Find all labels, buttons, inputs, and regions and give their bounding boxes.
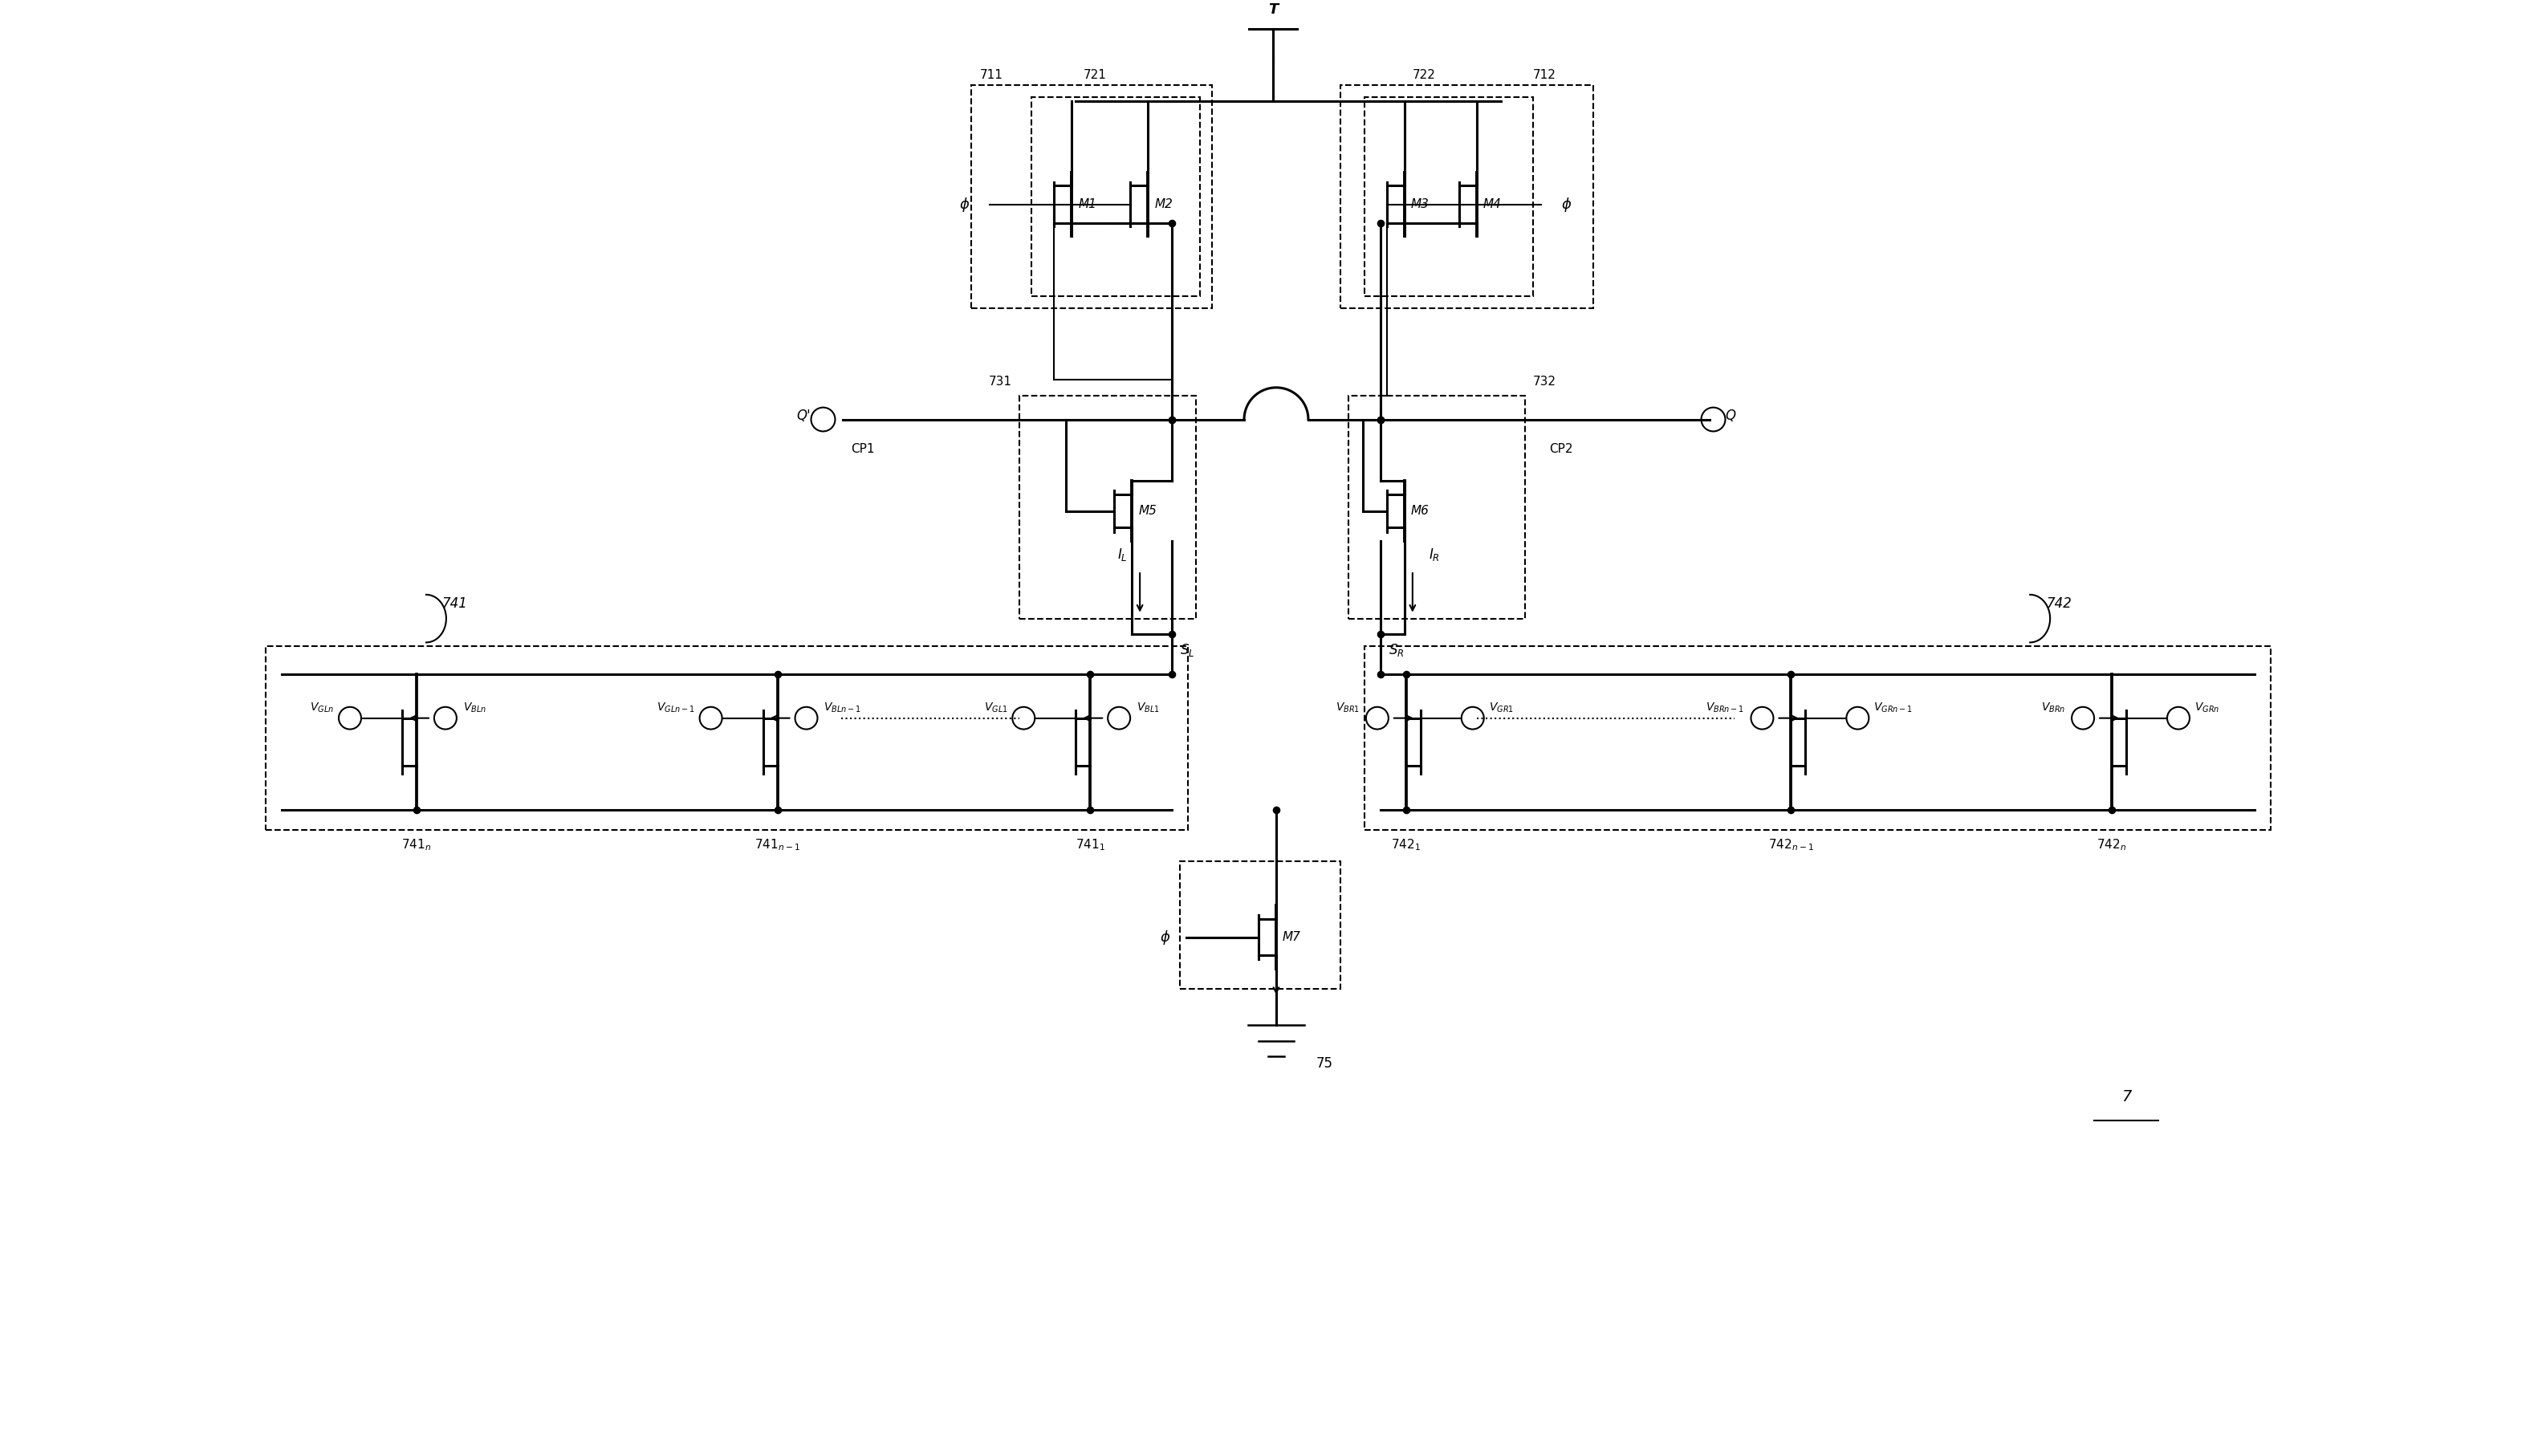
Text: $741_{n-1}$: $741_{n-1}$	[754, 837, 799, 853]
Text: 722: 722	[1413, 68, 1436, 82]
Text: 75: 75	[1316, 1057, 1334, 1072]
Text: $V_{GL1}$: $V_{GL1}$	[983, 700, 1008, 713]
Text: 721: 721	[1085, 68, 1108, 82]
Text: $741_n$: $741_n$	[402, 837, 430, 853]
Text: $742_{n-1}$: $742_{n-1}$	[1769, 837, 1813, 853]
Bar	[265, 646, 1189, 830]
Point	[1360, 408, 1400, 431]
Point	[2090, 798, 2131, 821]
Text: $S_L$: $S_L$	[1179, 642, 1194, 658]
Bar	[1018, 396, 1197, 619]
Text: $742_1$: $742_1$	[1390, 837, 1421, 853]
Text: T: T	[1268, 3, 1278, 17]
Text: $V_{GRn}$: $V_{GRn}$	[2195, 700, 2220, 713]
Text: M2: M2	[1153, 198, 1174, 210]
Text: M3: M3	[1410, 198, 1428, 210]
Text: $V_{BRn-1}$: $V_{BRn-1}$	[1706, 700, 1744, 713]
Point	[1151, 211, 1192, 234]
Text: Q': Q'	[797, 408, 812, 422]
Text: CP2: CP2	[1548, 443, 1573, 456]
Text: $S_R$: $S_R$	[1388, 642, 1405, 658]
Text: 731: 731	[988, 376, 1011, 387]
Text: $V_{BLn-1}$: $V_{BLn-1}$	[825, 700, 861, 713]
Text: $742_n$: $742_n$	[2098, 837, 2126, 853]
Text: $\phi$: $\phi$	[960, 195, 970, 213]
Text: $V_{BR1}$: $V_{BR1}$	[1337, 700, 1360, 713]
Point	[1769, 662, 1810, 686]
Text: CP1: CP1	[850, 443, 876, 456]
Bar	[1365, 646, 2271, 830]
Point	[1360, 623, 1400, 646]
Text: $V_{GR1}$: $V_{GR1}$	[1489, 700, 1515, 713]
Text: 7: 7	[2121, 1089, 2131, 1104]
Text: $V_{GLn}$: $V_{GLn}$	[311, 700, 334, 713]
Point	[1360, 211, 1400, 234]
Text: 712: 712	[1533, 68, 1556, 82]
Text: $V_{BRn}$: $V_{BRn}$	[2042, 700, 2065, 713]
Point	[1360, 408, 1400, 431]
Point	[1151, 662, 1192, 686]
Bar	[1179, 862, 1339, 989]
Point	[397, 798, 438, 821]
Text: $741_1$: $741_1$	[1074, 837, 1105, 853]
Point	[1151, 408, 1192, 431]
Point	[1385, 662, 1426, 686]
Text: Q: Q	[1726, 408, 1736, 422]
Text: M6: M6	[1410, 505, 1428, 517]
Text: $V_{GRn-1}$: $V_{GRn-1}$	[1874, 700, 1912, 713]
Bar	[1349, 396, 1525, 619]
Text: M1: M1	[1077, 198, 1097, 210]
Text: 732: 732	[1533, 376, 1556, 387]
Text: 742: 742	[2047, 596, 2072, 610]
Bar	[1365, 96, 1533, 296]
Point	[1360, 662, 1400, 686]
Text: M7: M7	[1283, 932, 1301, 943]
Point	[1769, 798, 1810, 821]
Bar	[1031, 96, 1199, 296]
Text: $I_R$: $I_R$	[1428, 547, 1438, 563]
Point	[1151, 408, 1192, 431]
Text: $V_{GLn-1}$: $V_{GLn-1}$	[657, 700, 695, 713]
Point	[756, 662, 797, 686]
Text: $V_{BL1}$: $V_{BL1}$	[1136, 700, 1161, 713]
Text: $V_{BLn}$: $V_{BLn}$	[463, 700, 486, 713]
Point	[1385, 798, 1426, 821]
Text: 741: 741	[443, 596, 468, 610]
Point	[1069, 798, 1110, 821]
Text: M5: M5	[1138, 505, 1156, 517]
Text: $I_L$: $I_L$	[1118, 547, 1128, 563]
Text: $\phi$: $\phi$	[1561, 195, 1571, 213]
Bar	[973, 84, 1212, 307]
Bar	[1339, 84, 1594, 307]
Point	[1255, 798, 1296, 821]
Point	[1151, 623, 1192, 646]
Text: $\phi$: $\phi$	[1158, 929, 1171, 946]
Point	[756, 798, 797, 821]
Text: M4: M4	[1484, 198, 1502, 210]
Text: 711: 711	[980, 68, 1003, 82]
Point	[1069, 662, 1110, 686]
